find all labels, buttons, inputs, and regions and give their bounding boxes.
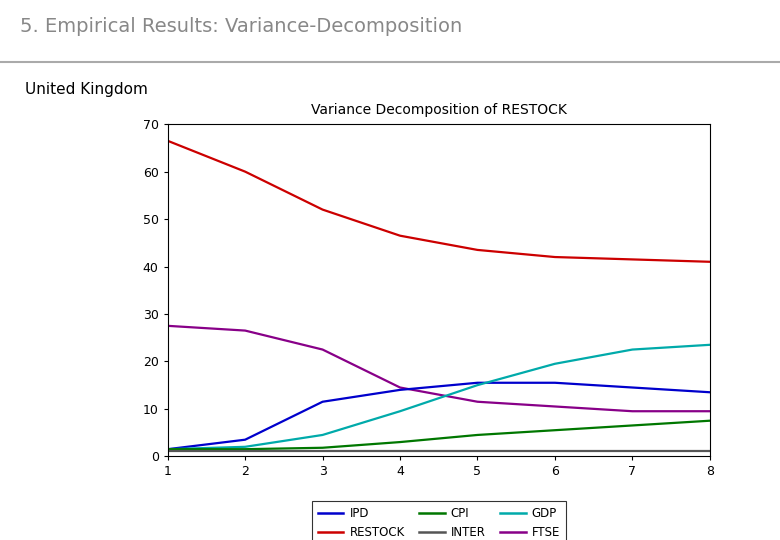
Text: United Kingdom: United Kingdom	[25, 82, 148, 97]
Legend: IPD, RESTOCK, CPI, INTER, GDP, FTSE: IPD, RESTOCK, CPI, INTER, GDP, FTSE	[312, 501, 566, 540]
Text: Seite 12: Seite 12	[20, 524, 62, 534]
Title: Variance Decomposition of RESTOCK: Variance Decomposition of RESTOCK	[310, 104, 567, 118]
Text: 5. Empirical Results: Variance-Decomposition: 5. Empirical Results: Variance-Decomposi…	[20, 17, 462, 37]
